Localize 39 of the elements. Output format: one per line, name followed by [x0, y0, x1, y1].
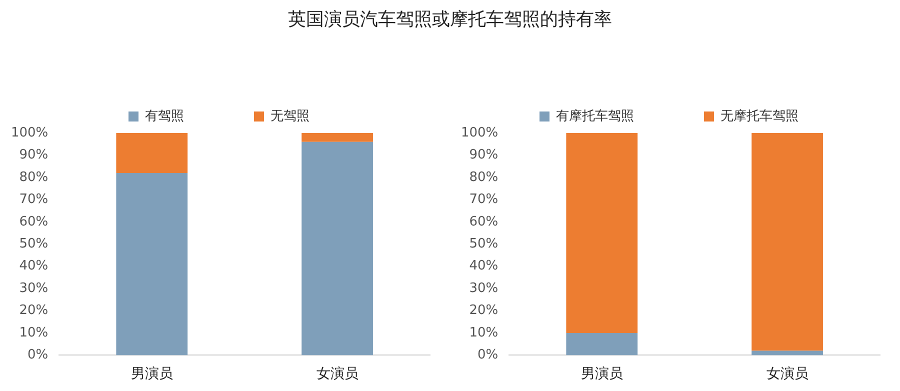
y-tick-label: 90%: [19, 148, 48, 163]
y-tick-label: 0%: [478, 348, 498, 363]
legend-label: 无驾照: [270, 108, 310, 124]
bar: [302, 133, 373, 142]
legend-label: 无摩托车驾照: [720, 108, 798, 124]
bar: [566, 332, 638, 356]
bar: [116, 133, 188, 173]
legend-label: 有摩托车驾照: [556, 108, 634, 124]
y-tick-label: 80%: [19, 170, 48, 185]
y-tick-label: 10%: [469, 325, 498, 340]
x-tick-label: 女演员: [766, 366, 808, 382]
y-tick-label: 20%: [19, 303, 48, 318]
chart-title: 英国演员汽车驾照或摩托车驾照的持有率: [287, 8, 613, 32]
y-tick-label: 40%: [19, 258, 48, 274]
y-tick-label: 30%: [19, 280, 48, 296]
y-tick-label: 80%: [469, 170, 498, 185]
x-tick-label: 男演员: [130, 366, 173, 382]
y-tick-label: 70%: [19, 192, 48, 208]
legend-label: 有驾照: [145, 108, 184, 124]
y-tick-label: 60%: [469, 214, 498, 230]
x-tick-label: 女演员: [316, 366, 358, 382]
y-tick-label: 20%: [469, 303, 498, 318]
bar: [566, 133, 638, 333]
x-tick-label: 男演员: [580, 366, 623, 382]
y-tick-label: 50%: [19, 236, 48, 252]
bar: [752, 350, 823, 356]
y-tick-label: 70%: [469, 192, 498, 208]
y-tick-label: 10%: [19, 325, 48, 340]
y-tick-label: 90%: [469, 148, 498, 163]
y-tick-label: 60%: [19, 214, 48, 230]
y-tick-label: 100%: [10, 125, 48, 140]
bar: [302, 142, 373, 356]
y-tick-label: 30%: [469, 280, 498, 296]
y-tick-label: 40%: [469, 258, 498, 274]
bar: [116, 172, 188, 356]
y-tick-label: 0%: [28, 348, 48, 363]
y-tick-label: 100%: [460, 125, 498, 140]
y-tick-label: 50%: [469, 236, 498, 252]
bar: [752, 133, 823, 351]
